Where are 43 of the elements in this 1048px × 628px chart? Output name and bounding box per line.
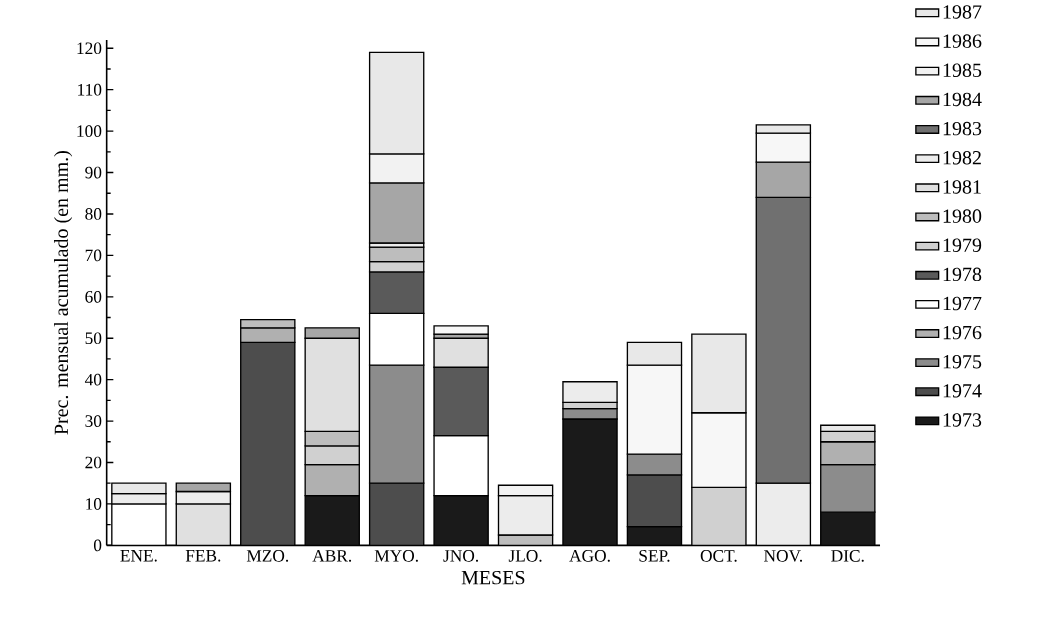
y-tick-label: 0 (93, 539, 102, 552)
x-tick-label: MZO. (246, 550, 289, 562)
x-tick-label: FEB. (185, 550, 221, 562)
x-tick-label: OCT. (700, 550, 737, 562)
y-tick-label: 80 (85, 208, 102, 220)
x-tick-label: JLO. (508, 550, 542, 562)
y-axis-title: Prec. mensual acumulado (en mm.) (54, 151, 73, 435)
y-tick-label: 90 (85, 166, 102, 179)
x-tick-label: AGO. (569, 550, 610, 562)
legend-label: 1985 (943, 63, 982, 77)
x-tick-label: SEP. (639, 550, 670, 562)
y-tick-label: 10 (86, 498, 102, 510)
legend-label: 1980 (943, 209, 982, 223)
y-tick-label: 100 (77, 125, 102, 137)
x-tick-label: ABR. (312, 550, 352, 562)
legend-label: 1977 (943, 296, 982, 311)
y-tick-label: 60 (85, 290, 102, 303)
x-axis-title: MESES (461, 570, 525, 585)
legend-label: 1978 (943, 267, 982, 282)
legend-label: 1973 (943, 413, 982, 427)
x-tick-label: DIC. (831, 550, 864, 562)
legend-label: 1983 (943, 121, 982, 136)
y-tick-label: 40 (84, 373, 102, 386)
legend-label: 1982 (943, 151, 981, 165)
legend-label: 1975 (943, 355, 982, 369)
y-tick-label: 50 (85, 332, 102, 345)
y-tick-label: 30 (85, 415, 102, 427)
legend-label: 1984 (943, 92, 982, 107)
legend-label: 1981 (943, 180, 981, 194)
y-tick-label: 70 (85, 249, 102, 262)
legend-label: 1976 (943, 325, 982, 340)
x-tick-label: JNO. (443, 550, 479, 562)
y-tick-label: 20 (85, 456, 102, 469)
x-tick-label: ENE. (120, 550, 157, 562)
x-tick-label: MYO. (374, 550, 418, 562)
bar (433, 325, 489, 335)
x-tick-label: NOV. (764, 550, 803, 562)
y-tick-label: 110 (78, 83, 102, 96)
legend-label: 1979 (943, 238, 982, 252)
legend-label: 1974 (943, 384, 982, 398)
y-tick-label: 120 (77, 42, 102, 55)
legend-label: 1987 (943, 5, 982, 19)
legend-label: 1986 (943, 34, 982, 48)
